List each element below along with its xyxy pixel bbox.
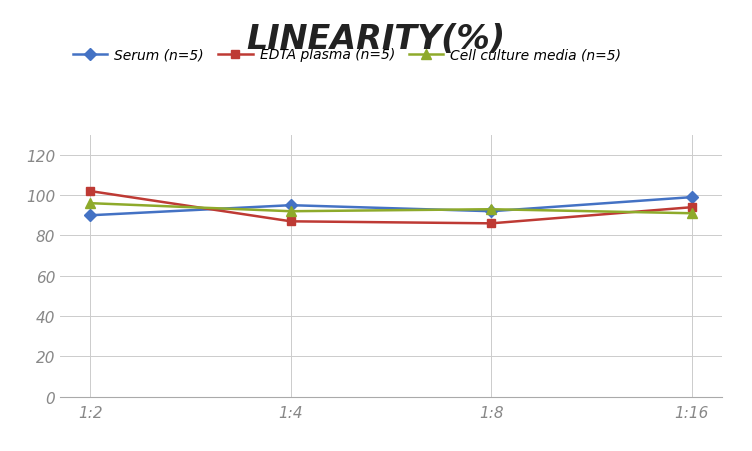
Serum (n=5) bbox=[86, 213, 95, 218]
EDTA plasma (n=5) bbox=[287, 219, 296, 225]
Text: LINEARITY(%): LINEARITY(%) bbox=[247, 23, 505, 55]
Serum (n=5) bbox=[287, 203, 296, 208]
Line: Serum (n=5): Serum (n=5) bbox=[86, 193, 696, 220]
Legend: Serum (n=5), EDTA plasma (n=5), Cell culture media (n=5): Serum (n=5), EDTA plasma (n=5), Cell cul… bbox=[67, 43, 627, 68]
Line: EDTA plasma (n=5): EDTA plasma (n=5) bbox=[86, 188, 696, 228]
Cell culture media (n=5) bbox=[687, 211, 696, 216]
Serum (n=5) bbox=[687, 195, 696, 200]
Line: Cell culture media (n=5): Cell culture media (n=5) bbox=[86, 199, 696, 219]
Cell culture media (n=5) bbox=[287, 209, 296, 215]
Serum (n=5) bbox=[487, 209, 496, 215]
Cell culture media (n=5) bbox=[487, 207, 496, 212]
EDTA plasma (n=5) bbox=[687, 205, 696, 211]
EDTA plasma (n=5) bbox=[86, 189, 95, 194]
EDTA plasma (n=5) bbox=[487, 221, 496, 226]
Cell culture media (n=5) bbox=[86, 201, 95, 207]
